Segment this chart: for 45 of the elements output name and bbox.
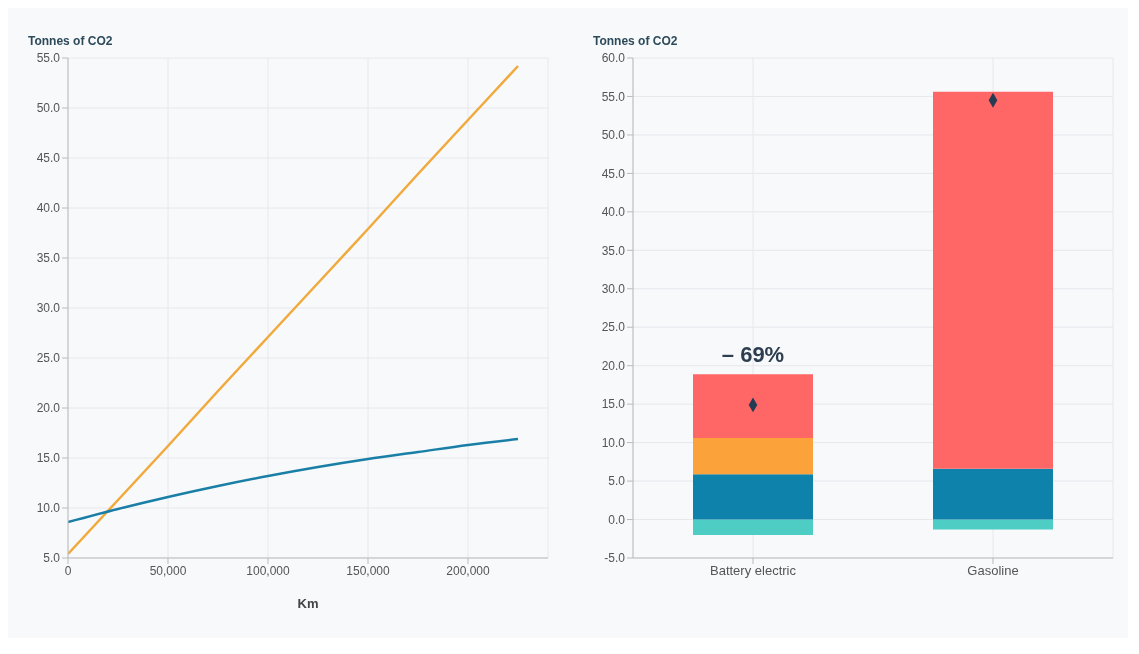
y-tick-label: 10.0	[601, 435, 626, 450]
line-series	[68, 64, 520, 556]
x-tick-label: Gasoline	[967, 563, 1019, 579]
y-tick-label: 40.0	[36, 201, 61, 216]
bar	[933, 91, 1053, 469]
y-axis-title: Tonnes of CO2	[593, 34, 678, 48]
y-tick-label: -5.0	[604, 551, 626, 566]
y-tick-label: 45.0	[36, 151, 61, 166]
y-tick-label: 25.0	[36, 351, 61, 366]
y-tick-label: 40.0	[601, 205, 626, 220]
y-tick-label: 30.0	[36, 301, 61, 316]
y-tick-label: 5.0	[608, 474, 626, 489]
x-tick-label: Battery electric	[710, 563, 797, 579]
y-tick-label: 20.0	[36, 401, 61, 416]
y-axis-title: Tonnes of CO2	[28, 34, 113, 48]
line-series	[68, 437, 520, 524]
x-axis-title: Km	[297, 596, 319, 611]
bar	[693, 474, 813, 520]
x-tick-label: 0	[64, 563, 72, 578]
x-tick-label: 150,000	[346, 563, 391, 578]
x-tick-label: 200,000	[446, 563, 491, 578]
y-tick-label: 55.0	[601, 89, 626, 104]
y-tick-label: 35.0	[36, 251, 61, 266]
y-tick-label: 25.0	[601, 320, 626, 335]
y-tick-label: 0.0	[608, 512, 626, 527]
x-tick-label: 50,000	[149, 563, 187, 578]
y-tick-label: 30.0	[601, 282, 626, 297]
y-tick-label: 5.0	[43, 551, 61, 566]
y-tick-label: 60.0	[601, 51, 626, 66]
bar	[693, 519, 813, 535]
y-tick-label: 45.0	[601, 166, 626, 181]
y-tick-label: 10.0	[36, 501, 61, 516]
x-tick-label: 100,000	[246, 563, 291, 578]
y-tick-label: 15.0	[601, 397, 626, 412]
y-tick-label: 50.0	[601, 128, 626, 143]
y-tick-label: 35.0	[601, 243, 626, 258]
bar	[693, 374, 813, 438]
bar	[933, 468, 1053, 520]
y-tick-label: 20.0	[601, 358, 626, 373]
y-tick-label: 55.0	[36, 51, 61, 66]
annotation: – 69%	[721, 342, 785, 368]
bar	[693, 438, 813, 475]
bar	[933, 519, 1053, 530]
y-tick-label: 50.0	[36, 101, 61, 116]
y-tick-label: 15.0	[36, 451, 61, 466]
